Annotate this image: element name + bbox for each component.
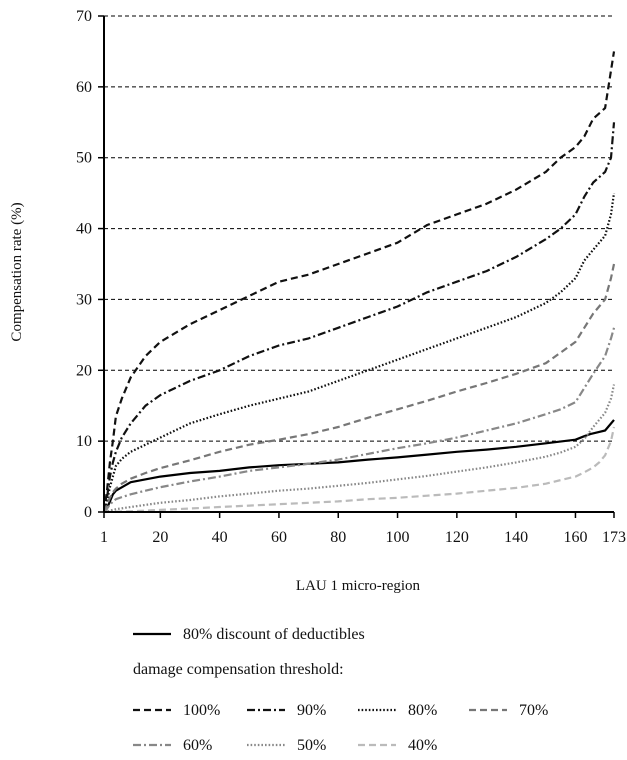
legend-label-5: 60% — [183, 737, 212, 754]
x-tick-label-7: 140 — [504, 529, 528, 546]
series-line-5 — [103, 327, 616, 513]
series-line-2 — [102, 122, 616, 513]
series-line-4 — [102, 263, 616, 513]
x-tick-label-3: 60 — [271, 529, 287, 546]
legend-label-3: 80% — [408, 702, 437, 719]
y-tick-label-3: 30 — [76, 291, 92, 308]
legend-label-0: 80% discount of deductibles — [183, 626, 365, 643]
y-axis-ticks: 0 10 20 30 40 50 60 70 — [76, 8, 104, 521]
legend-label-6: 50% — [297, 737, 326, 754]
x-axis-title: LAU 1 micro-region — [296, 578, 421, 594]
series-line-1 — [102, 51, 616, 513]
series-layer — [102, 51, 616, 514]
y-axis-title: Compensation rate (%) — [9, 202, 25, 341]
y-tick-label-0: 0 — [84, 504, 92, 521]
x-tick-label-1: 20 — [152, 529, 168, 546]
x-tick-label-9: 173 — [602, 529, 626, 546]
x-tick-label-8: 160 — [563, 529, 587, 546]
series-line-3 — [102, 192, 616, 513]
x-axis-ticks: 1 20 40 60 80 100 120 140 160 173 — [100, 512, 626, 546]
y-tick-label-7: 70 — [76, 8, 92, 25]
legend-label-1: 100% — [183, 702, 220, 719]
y-tick-label-1: 10 — [76, 433, 92, 450]
axes — [103, 16, 614, 513]
series-line-6 — [103, 384, 616, 514]
x-tick-label-6: 120 — [445, 529, 469, 546]
y-tick-label-4: 40 — [76, 221, 92, 238]
series-line-7 — [103, 426, 616, 514]
grid-lines — [104, 15, 614, 442]
x-tick-label-0: 1 — [100, 529, 108, 546]
legend-subheading: damage compensation threshold: — [133, 661, 344, 678]
series-line-0 — [103, 419, 615, 513]
y-tick-label-6: 60 — [76, 79, 92, 96]
y-tick-label-2: 20 — [76, 362, 92, 379]
x-tick-label-4: 80 — [330, 529, 346, 546]
legend-label-4: 70% — [519, 702, 548, 719]
x-tick-label-2: 40 — [212, 529, 228, 546]
x-tick-label-5: 100 — [386, 529, 410, 546]
legend-label-7: 40% — [408, 737, 437, 754]
legend-label-2: 90% — [297, 702, 326, 719]
y-tick-label-5: 50 — [76, 150, 92, 167]
legend: 80% discount of deductibles damage compen… — [133, 626, 548, 754]
